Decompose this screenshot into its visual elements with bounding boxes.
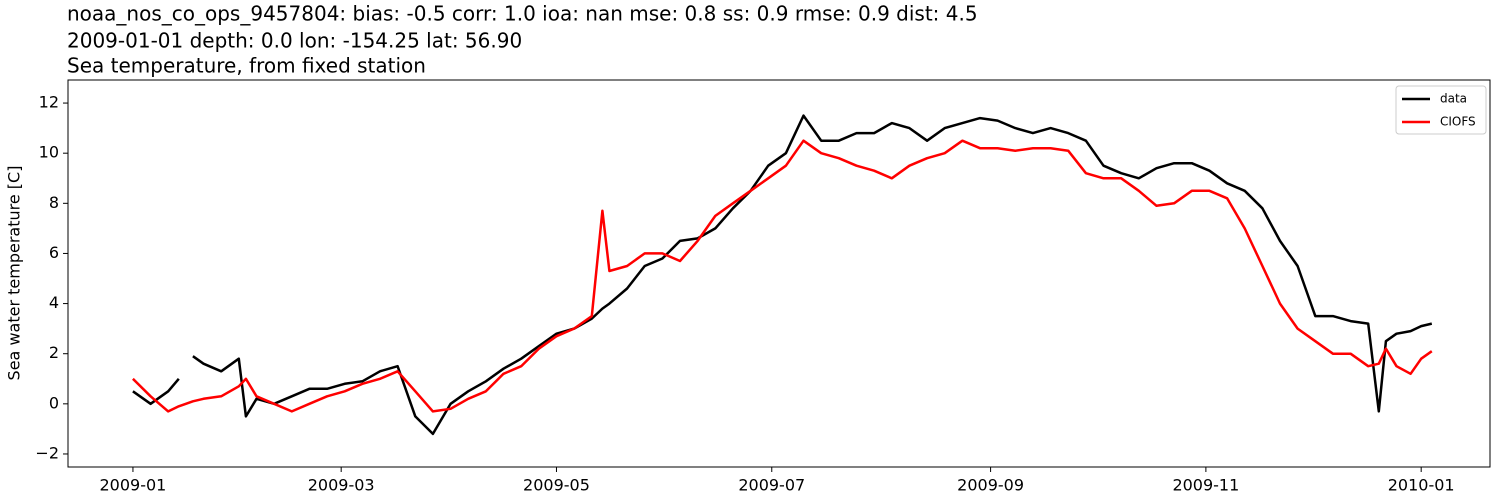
chart-title: 2009-01-01 depth: 0.0 lon: -154.25 lat: … [67, 29, 522, 53]
x-tick-label: 2009-07 [738, 476, 805, 495]
y-tick-label: 8 [49, 193, 59, 212]
x-tick-label: 2009-11 [1172, 476, 1239, 495]
series-line [132, 139, 1433, 413]
y-tick-label: 10 [39, 143, 59, 162]
plot-frame [67, 79, 1491, 468]
x-tick-label: 2010-01 [1388, 476, 1455, 495]
y-tick-label: 12 [39, 93, 59, 112]
x-tick-label: 2009-01 [100, 476, 167, 495]
x-tick-label: 2009-03 [308, 476, 375, 495]
y-axis-label: Sea water temperature [C] [5, 166, 24, 381]
series-line [132, 114, 1433, 436]
y-tick-label: 4 [49, 293, 59, 312]
y-tick-label: 0 [49, 393, 59, 412]
x-tick-label: 2009-09 [957, 476, 1024, 495]
y-tick-label: −2 [35, 443, 59, 462]
legend-label: CIOFS [1440, 115, 1476, 129]
y-tick-label: 6 [49, 243, 59, 262]
x-tick-label: 2009-05 [523, 476, 590, 495]
chart-title: Sea temperature, from fixed station [67, 54, 426, 78]
legend-label: data [1440, 92, 1467, 106]
y-tick-label: 2 [49, 343, 59, 362]
chart-title: noaa_nos_co_ops_9457804: bias: -0.5 corr… [67, 2, 978, 26]
